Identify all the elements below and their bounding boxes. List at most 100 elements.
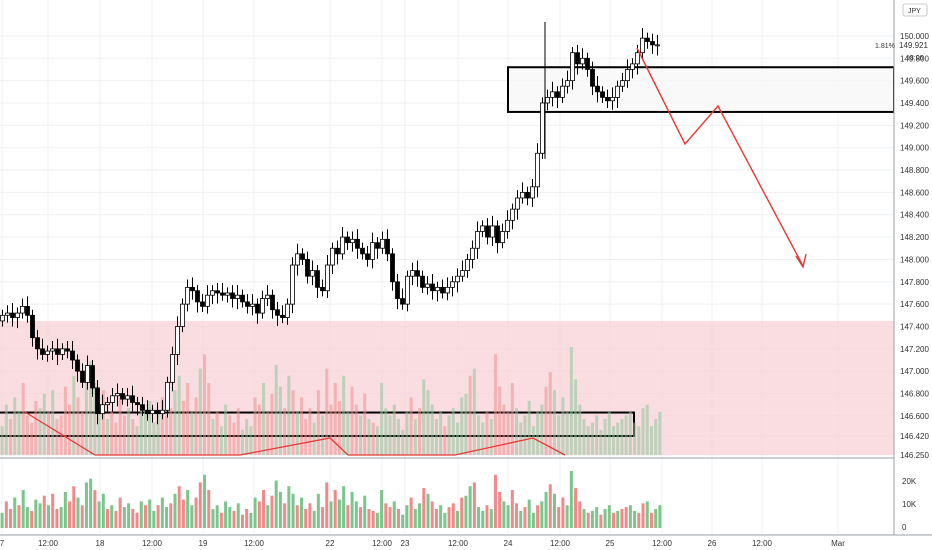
candle-body: [395, 281, 400, 299]
volume-bar: [148, 499, 152, 528]
candle-body: [225, 292, 230, 296]
overlay-volume-bar: [367, 419, 371, 455]
volume-bar: [333, 490, 337, 528]
candle-body: [170, 354, 175, 383]
volume-bar: [489, 509, 493, 528]
candle-body: [565, 80, 570, 87]
overlay-volume-bar: [481, 422, 485, 455]
overlay-volume-bar: [426, 390, 430, 455]
candle-body: [75, 359, 80, 372]
volume-bar: [515, 503, 519, 528]
y-tick-label: 148.200: [900, 233, 929, 242]
overlay-volume-bar: [502, 404, 506, 455]
overlay-volume-bar: [106, 419, 110, 455]
volume-bar: [401, 514, 405, 528]
y-tick-label: 146.600: [900, 412, 929, 421]
candle-body: [230, 292, 235, 299]
overlay-volume-bar: [506, 411, 510, 455]
overlay-volume-bar: [641, 408, 645, 455]
overlay-volume-bar: [540, 404, 544, 455]
volume-bar: [17, 505, 21, 528]
candle-body: [25, 305, 30, 316]
drawn-zigzag[interactable]: [24, 411, 566, 456]
overlay-volume-bar: [224, 404, 228, 455]
overlay-volume-bar: [72, 375, 76, 455]
overlay-volume-bar: [531, 426, 535, 455]
overlay-volume-bar: [413, 419, 417, 455]
overlay-volume-bar: [194, 397, 198, 455]
overlay-volume-bar: [350, 386, 354, 455]
supply-box[interactable]: [507, 66, 895, 113]
volume-bar: [283, 503, 287, 528]
volume-bar: [122, 507, 126, 528]
candle-body: [275, 309, 280, 316]
overlay-volume-bar: [354, 404, 358, 455]
overlay-volume-bar: [139, 404, 143, 455]
overlay-volume-bar: [253, 397, 257, 455]
overlay-volume-bar: [477, 415, 481, 455]
candle-body: [650, 41, 655, 46]
candle-body: [530, 186, 535, 199]
overlay-volume-bar: [439, 411, 443, 455]
volume-bar: [565, 505, 569, 528]
candle-body: [260, 298, 265, 314]
candle-body: [350, 238, 355, 244]
volume-bar: [63, 491, 67, 528]
overlay-volume-bar: [337, 401, 341, 455]
candle-body: [345, 236, 350, 244]
volume-bar: [603, 509, 607, 528]
overlay-volume-bar: [468, 375, 472, 455]
overlay-volume-bar: [156, 411, 160, 455]
overlay-volume-bar: [590, 422, 594, 455]
candle-body: [495, 225, 500, 244]
volume-bar: [552, 493, 556, 528]
volume-bar: [418, 503, 422, 528]
volume-bar: [287, 486, 291, 528]
overlay-volume-bar: [249, 426, 253, 455]
candle-body: [210, 290, 215, 296]
candle-body: [255, 303, 260, 314]
candle-body: [115, 393, 120, 397]
candle-body: [625, 69, 630, 82]
candle-body: [165, 381, 170, 411]
volume-bar: [548, 484, 552, 528]
overlay-volume-bar: [561, 397, 565, 455]
volume-bar: [38, 503, 42, 528]
projection-line[interactable]: [636, 47, 804, 267]
overlay-volume-bar: [380, 383, 384, 455]
volume-bar: [380, 490, 384, 528]
y-tick-label: 146.250: [900, 451, 929, 460]
volume-bar: [616, 510, 620, 528]
y-tick-label: 147.200: [900, 345, 929, 354]
overlay-volume-bar: [346, 411, 350, 455]
volume-bar: [165, 507, 169, 528]
overlay-volume-bar: [46, 411, 50, 455]
candle-body: [305, 259, 310, 277]
overlay-volume-bar: [569, 347, 573, 455]
overlay-volume-bar: [493, 354, 497, 455]
overlay-volume-bar: [283, 408, 287, 455]
volume-bar: [143, 505, 147, 528]
volume-bar: [637, 512, 641, 528]
volume-bar: [80, 505, 84, 528]
overlay-volume-bar: [654, 419, 658, 455]
overlay-volume-bar: [603, 419, 607, 455]
overlay-volume-bar: [333, 383, 337, 455]
currency-badge[interactable]: [902, 3, 928, 17]
candle-body: [540, 102, 545, 154]
volume-bar: [156, 505, 160, 528]
overlay-volume-bar: [375, 426, 379, 455]
volume-bar: [510, 490, 514, 528]
candle-body: [405, 275, 410, 305]
candle-body: [45, 350, 50, 355]
candle-body: [125, 395, 130, 400]
volume-bar: [506, 505, 510, 528]
candle-body: [385, 238, 390, 255]
volume-bar: [350, 491, 354, 528]
overlay-volume-bar: [548, 372, 552, 455]
candle-body: [155, 409, 160, 415]
volume-bar: [464, 495, 468, 528]
volume-bar: [118, 497, 122, 528]
volume-bar: [224, 501, 228, 528]
